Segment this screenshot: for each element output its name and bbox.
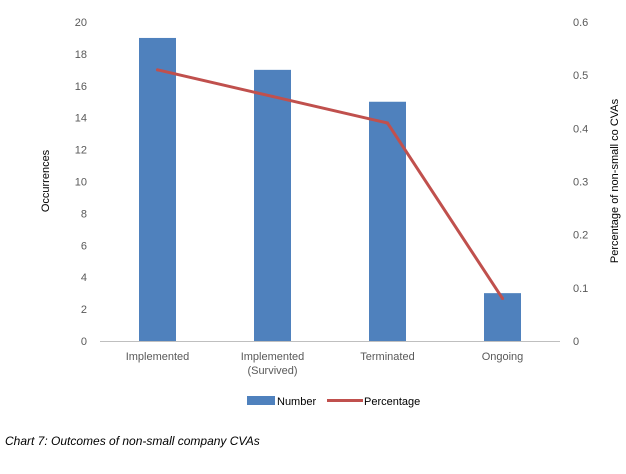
bar-3 [369,101,406,341]
y2-axis-title: Percentage of non-small co CVAs [609,98,621,263]
y-tick-label: 14 [75,113,87,125]
legend: Number Percentage [247,396,420,408]
line-series-percentage [156,68,504,300]
y-tick-label: 20 [75,17,87,29]
bar-4 [484,293,521,341]
y2-tick-label: 0.5 [573,70,588,82]
x-tick-label: Implemented [126,351,190,363]
legend-swatch-number [247,396,275,405]
bar-series-number [139,37,521,341]
y-tick-label: 16 [75,81,87,93]
y-tick-label: 18 [75,49,87,61]
y2-tick-label: 0 [573,336,579,348]
y-tick-label: 2 [81,304,87,316]
y-tick-label: 12 [75,145,87,157]
x-tick-label: Implemented (Survived) [241,351,305,377]
y2-tick-label: 0.3 [573,177,588,189]
chart-caption: Chart 7: Outcomes of non-small company C… [5,434,260,448]
line-point-4 [501,296,504,300]
left-axis-ticks: 0 2 4 6 8 10 12 14 16 18 20 [75,17,87,348]
combo-chart: 0 2 4 6 8 10 12 14 16 18 20 0 0.1 0.2 0.3 0.4 0.5 0.6 Im… [40,17,621,408]
y-tick-label: 4 [81,272,87,284]
percentage-line [156,68,504,300]
x-tick-label: Terminated [360,351,414,363]
bar-2 [254,69,291,341]
y2-tick-label: 0.1 [573,283,588,295]
y-axis-title: Occurrences [40,149,52,212]
x-axis-labels: Implemented Implemented (Survived) Terminat… [126,351,524,377]
line-point-2 [271,94,274,98]
line-point-3 [386,121,389,125]
bar-1 [139,37,176,341]
legend-label-percentage: Percentage [364,396,420,408]
y-tick-label: 0 [81,336,87,348]
y2-tick-label: 0.2 [573,230,588,242]
y2-tick-label: 0.4 [573,123,588,135]
legend-label-number: Number [277,396,316,408]
x-tick-label: Ongoing [482,351,524,363]
y2-tick-label: 0.6 [573,17,588,29]
y-tick-label: 6 [81,240,87,252]
right-axis-ticks: 0 0.1 0.2 0.3 0.4 0.5 0.6 [573,17,588,348]
y-tick-label: 8 [81,208,87,220]
line-point-1 [156,68,159,72]
y-tick-label: 10 [75,177,87,189]
